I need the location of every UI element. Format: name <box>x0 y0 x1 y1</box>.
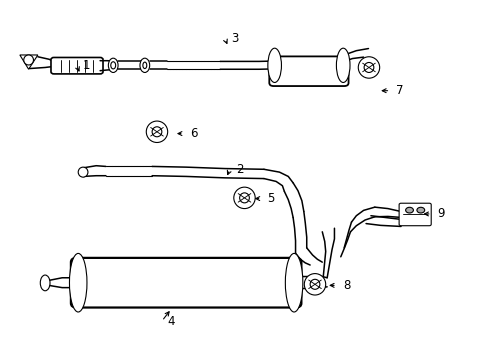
Text: 1: 1 <box>82 59 90 72</box>
Ellipse shape <box>111 62 116 69</box>
FancyBboxPatch shape <box>51 58 103 74</box>
Text: 5: 5 <box>267 192 274 205</box>
Ellipse shape <box>304 274 325 295</box>
Text: 7: 7 <box>396 84 403 97</box>
FancyBboxPatch shape <box>71 258 301 307</box>
Ellipse shape <box>405 207 412 213</box>
Ellipse shape <box>309 279 319 289</box>
Ellipse shape <box>152 127 162 137</box>
Ellipse shape <box>364 63 373 72</box>
Ellipse shape <box>142 62 146 68</box>
Ellipse shape <box>285 253 302 312</box>
Text: 2: 2 <box>235 163 243 176</box>
Ellipse shape <box>239 193 249 203</box>
Ellipse shape <box>78 167 88 177</box>
Ellipse shape <box>40 275 50 291</box>
Ellipse shape <box>233 187 255 208</box>
Text: 3: 3 <box>231 32 238 45</box>
Ellipse shape <box>24 55 33 65</box>
Ellipse shape <box>108 58 118 72</box>
Text: 6: 6 <box>189 127 197 140</box>
Ellipse shape <box>336 48 349 82</box>
Ellipse shape <box>146 121 167 143</box>
FancyBboxPatch shape <box>269 57 348 86</box>
Text: 4: 4 <box>167 315 175 328</box>
Ellipse shape <box>358 57 379 78</box>
Text: 9: 9 <box>437 207 444 220</box>
Ellipse shape <box>416 207 424 213</box>
Ellipse shape <box>140 58 149 72</box>
Text: 8: 8 <box>342 279 349 292</box>
Ellipse shape <box>267 48 281 82</box>
FancyBboxPatch shape <box>398 203 430 226</box>
Ellipse shape <box>69 253 87 312</box>
